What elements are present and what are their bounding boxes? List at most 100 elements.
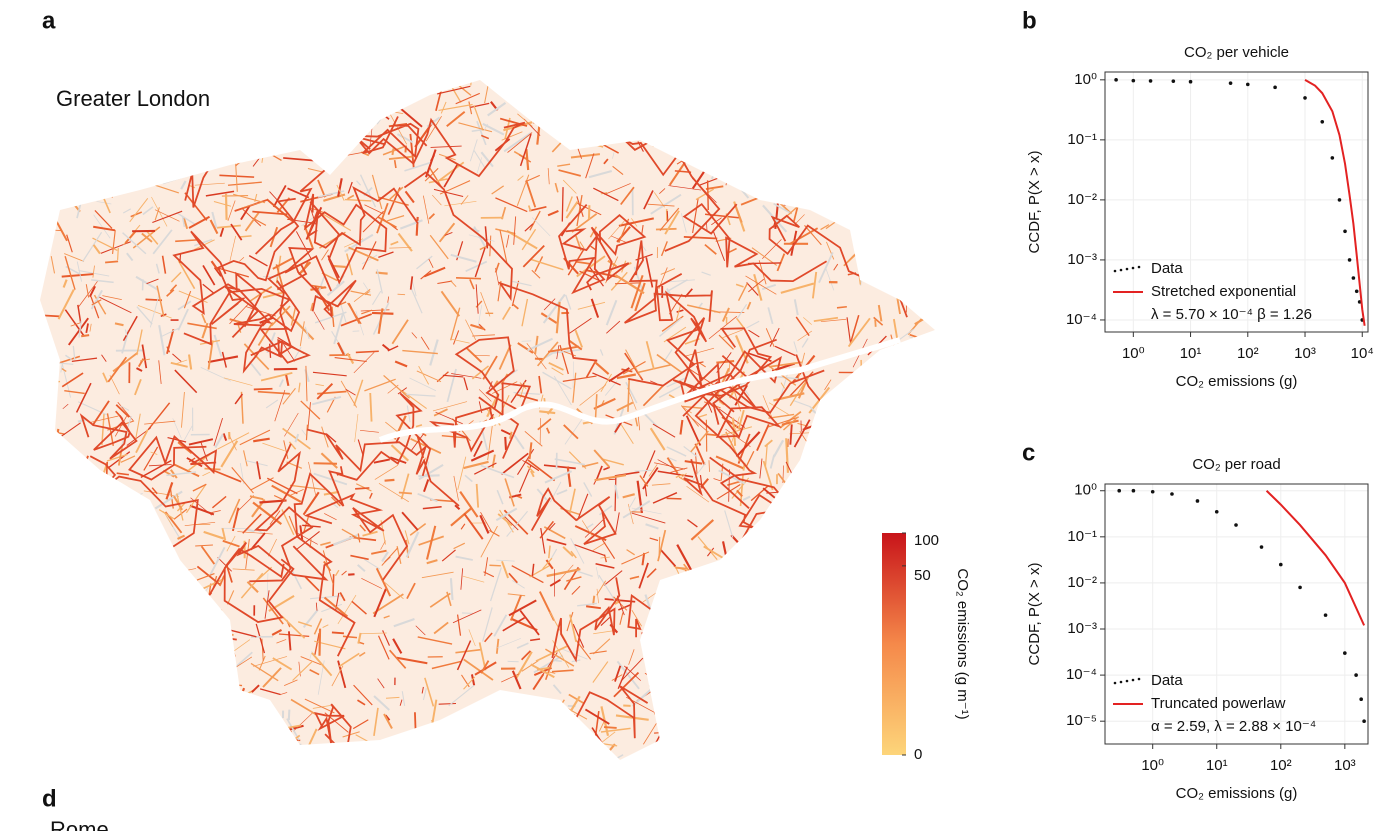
road	[124, 230, 137, 244]
road	[584, 517, 606, 538]
road	[40, 544, 49, 565]
road	[784, 687, 797, 695]
road	[811, 181, 815, 203]
road	[121, 137, 132, 167]
road	[104, 119, 111, 146]
x-tick-label: 10¹	[1180, 345, 1202, 362]
road	[805, 165, 818, 178]
road	[385, 421, 400, 434]
road	[557, 735, 562, 743]
road	[266, 198, 295, 224]
road	[522, 460, 540, 472]
road	[307, 402, 311, 430]
road	[824, 151, 838, 183]
data-point	[1114, 78, 1118, 82]
road	[570, 117, 572, 125]
data-point	[1362, 719, 1366, 723]
road	[433, 408, 448, 417]
road	[362, 530, 378, 537]
road	[264, 590, 270, 619]
road	[300, 400, 321, 420]
road	[157, 671, 164, 693]
road	[846, 491, 855, 498]
road	[459, 491, 479, 518]
road	[562, 375, 597, 382]
road	[542, 745, 562, 760]
road	[480, 291, 491, 317]
road	[16, 64, 32, 74]
road	[147, 402, 171, 430]
road	[830, 460, 847, 482]
road	[865, 162, 901, 172]
road	[543, 298, 556, 311]
major-road	[704, 327, 825, 414]
road	[745, 702, 765, 710]
road	[309, 651, 313, 659]
road	[789, 227, 819, 245]
data-point	[1303, 96, 1307, 100]
road	[511, 670, 522, 690]
road	[689, 763, 724, 769]
road	[177, 308, 189, 331]
road	[795, 214, 805, 225]
road	[780, 609, 808, 623]
road	[463, 676, 476, 690]
road	[224, 131, 229, 154]
road	[76, 136, 109, 154]
road	[746, 530, 778, 549]
road	[141, 560, 148, 573]
road	[176, 359, 188, 365]
road	[296, 80, 299, 83]
road	[734, 588, 749, 603]
road	[780, 282, 815, 294]
road	[501, 131, 523, 141]
road	[600, 373, 612, 393]
road	[274, 80, 279, 82]
road	[882, 202, 897, 217]
road	[748, 278, 765, 293]
road	[769, 759, 781, 760]
road	[495, 507, 518, 522]
road	[84, 678, 99, 699]
road	[645, 257, 654, 288]
road	[40, 595, 60, 598]
road	[622, 86, 628, 99]
road	[772, 614, 804, 623]
road	[916, 355, 925, 388]
road	[525, 174, 540, 183]
road	[337, 660, 347, 689]
road	[216, 609, 223, 620]
road	[837, 538, 852, 568]
road	[150, 681, 163, 702]
road	[524, 431, 543, 447]
road	[928, 145, 934, 158]
road	[228, 765, 246, 783]
road	[551, 141, 563, 153]
road	[759, 737, 767, 750]
road	[226, 590, 235, 605]
road	[109, 555, 131, 584]
road	[57, 362, 74, 365]
road	[891, 528, 906, 533]
road	[748, 329, 760, 338]
road	[142, 700, 167, 724]
road	[693, 686, 716, 697]
road	[702, 46, 706, 79]
road	[376, 202, 389, 234]
road	[905, 177, 914, 181]
road	[496, 559, 515, 562]
road	[680, 632, 688, 656]
road	[908, 223, 927, 252]
road	[684, 715, 693, 740]
road	[228, 498, 241, 524]
road	[424, 167, 439, 182]
road	[545, 559, 554, 570]
road	[546, 568, 581, 578]
road	[570, 538, 585, 564]
road	[470, 323, 485, 330]
road	[213, 418, 223, 446]
road	[60, 452, 68, 457]
road	[373, 707, 379, 737]
road	[568, 488, 576, 515]
road	[422, 506, 442, 510]
